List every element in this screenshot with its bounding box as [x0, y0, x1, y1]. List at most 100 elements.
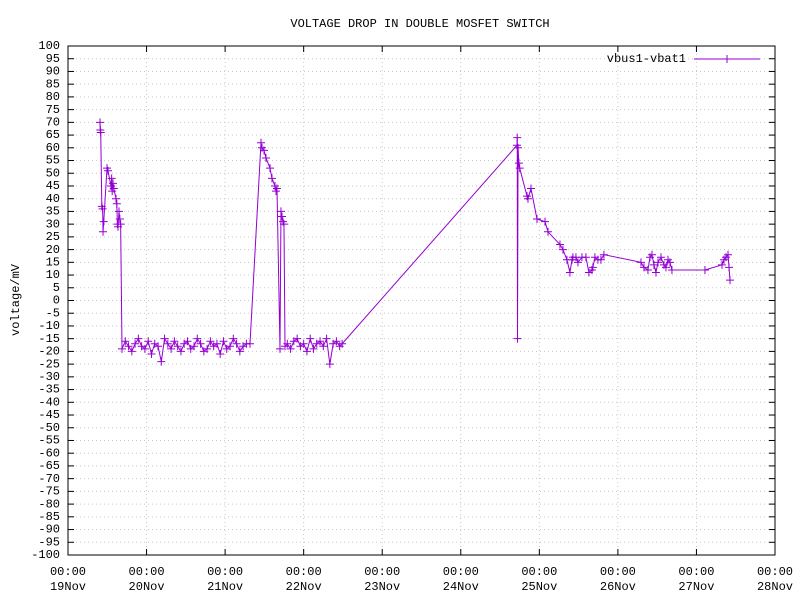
- x-tick-label: 00:00 21Nov: [207, 565, 243, 594]
- data-point: [219, 337, 228, 346]
- x-tick-label: 00:00 23Nov: [364, 565, 400, 594]
- y-tick-label: 100: [38, 39, 60, 53]
- data-point: [283, 339, 292, 348]
- data-point: [212, 339, 221, 348]
- data-point: [96, 118, 105, 127]
- data-point: [260, 146, 269, 155]
- data-point: [286, 344, 295, 353]
- data-point: [325, 360, 334, 369]
- data-point: [700, 265, 709, 274]
- data-point: [661, 263, 670, 272]
- y-tick-label: 20: [46, 243, 60, 257]
- data-point: [127, 347, 136, 356]
- data-point: [278, 212, 287, 221]
- y-tick-label: 75: [46, 103, 60, 117]
- x-tick-label: 00:00 25Nov: [521, 565, 557, 594]
- data-point: [309, 344, 318, 353]
- data-point: [170, 337, 179, 346]
- legend-marker: [723, 55, 731, 63]
- y-tick-label: 30: [46, 217, 60, 231]
- data-point: [599, 250, 608, 259]
- y-tick-label: 45: [46, 179, 60, 193]
- x-tick-label: 00:00 22Nov: [286, 565, 322, 594]
- data-point: [112, 199, 121, 208]
- data-point: [99, 217, 108, 226]
- data-point: [109, 179, 118, 188]
- data-point: [112, 194, 121, 203]
- data-point: [532, 215, 541, 224]
- y-tick-label: 60: [46, 141, 60, 155]
- y-tick-label: 50: [46, 166, 60, 180]
- data-point: [163, 339, 172, 348]
- data-point: [206, 337, 215, 346]
- data-point: [651, 268, 660, 277]
- data-point: [266, 164, 275, 173]
- data-point: [176, 347, 185, 356]
- data-point: [514, 159, 523, 168]
- y-tick-label: 65: [46, 128, 60, 142]
- data-point: [107, 174, 116, 183]
- data-point: [302, 347, 311, 356]
- data-point: [541, 217, 550, 226]
- data-point: [653, 258, 662, 267]
- data-point: [226, 342, 235, 351]
- data-point: [515, 164, 524, 173]
- x-tick-label: 00:00 20Nov: [129, 565, 165, 594]
- data-point: [513, 133, 522, 142]
- y-tick-label: -35: [38, 383, 60, 397]
- data-point: [544, 227, 553, 236]
- data-point: [103, 166, 112, 175]
- data-point: [319, 342, 328, 351]
- data-point: [98, 204, 107, 213]
- data-point: [183, 337, 192, 346]
- data-point: [647, 250, 656, 259]
- y-tick-label: 80: [46, 90, 60, 104]
- y-tick-label: -30: [38, 370, 60, 384]
- x-tick-label: 00:00 27Nov: [678, 565, 714, 594]
- y-tick-label: 35: [46, 205, 60, 219]
- data-point: [131, 339, 140, 348]
- data-point: [232, 339, 241, 348]
- data-point: [523, 194, 532, 203]
- data-point: [306, 334, 315, 343]
- x-tick-label: 00:00 19Nov: [50, 565, 86, 594]
- data-point: [656, 253, 665, 262]
- data-point: [588, 263, 597, 272]
- data-point: [157, 357, 166, 366]
- data-point: [667, 265, 676, 274]
- data-point: [203, 344, 212, 353]
- data-point: [109, 184, 118, 193]
- data-point: [643, 265, 652, 274]
- y-tick-label: -15: [38, 332, 60, 346]
- y-tick-label: -55: [38, 434, 60, 448]
- data-point: [257, 138, 266, 147]
- data-point: [322, 334, 331, 343]
- y-tick-label: 70: [46, 116, 60, 130]
- data-point: [267, 174, 276, 183]
- data-point: [167, 344, 176, 353]
- y-tick-label: 5: [53, 281, 60, 295]
- x-tick-label: 00:00 28Nov: [757, 565, 793, 594]
- data-point: [555, 240, 564, 249]
- data-point: [99, 227, 108, 236]
- data-point: [526, 184, 535, 193]
- plot-frame: [67, 45, 776, 556]
- data-point: [118, 344, 127, 353]
- data-point: [293, 334, 302, 343]
- y-tick-label: 25: [46, 230, 60, 244]
- data-point: [565, 268, 574, 277]
- data-point: [121, 337, 130, 346]
- y-tick-label: 10: [46, 268, 60, 282]
- data-point: [558, 245, 567, 254]
- data-point: [276, 207, 285, 216]
- data-point: [116, 220, 125, 229]
- data-point: [581, 253, 590, 262]
- y-tick-label: -100: [31, 548, 60, 562]
- data-point: [140, 344, 149, 353]
- y-tick-label: -85: [38, 510, 60, 524]
- y-tick-label: -10: [38, 319, 60, 333]
- data-point: [316, 337, 325, 346]
- data-point: [115, 215, 124, 224]
